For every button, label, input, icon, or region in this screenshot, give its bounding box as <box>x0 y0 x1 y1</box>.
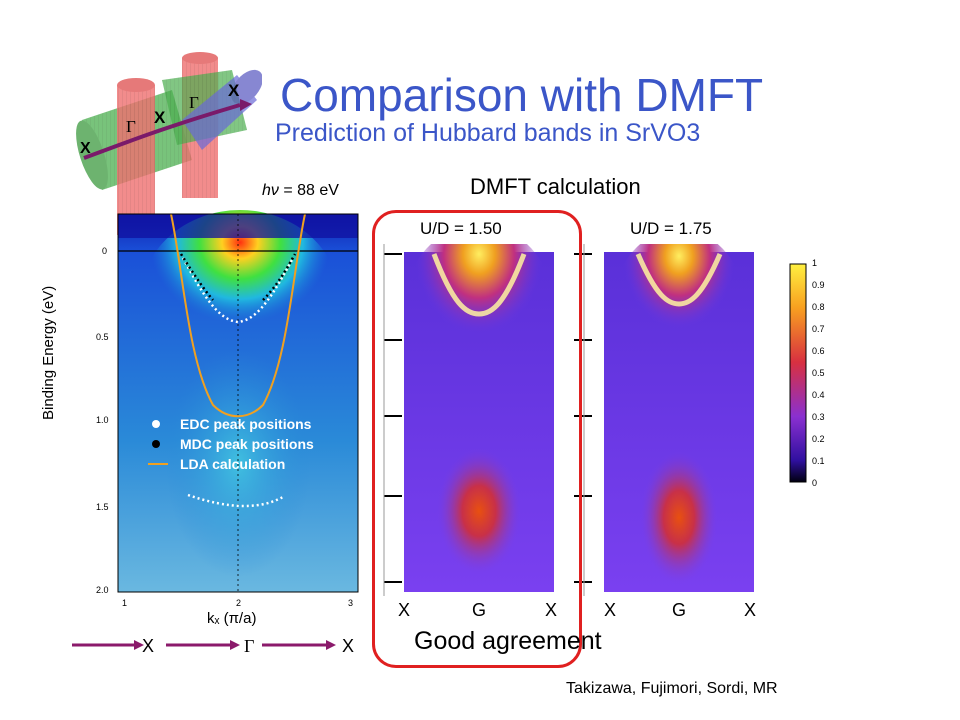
x-tick-2: 2 <box>236 598 242 608</box>
k-path-arrows <box>72 640 336 650</box>
path-label-x2: X <box>342 636 355 656</box>
edc-peak-positions <box>181 257 295 324</box>
mdc-peak-positions <box>179 253 297 301</box>
cbar-tick: 0.8 <box>812 302 825 312</box>
dmft1-k-x1: X <box>398 600 411 620</box>
photon-energy-label: hν = 88 eV <box>262 182 339 199</box>
cbar-tick: 0.6 <box>812 346 825 356</box>
cbar-tick: 0.3 <box>812 412 825 422</box>
cbar-tick: 0 <box>812 478 818 488</box>
cbar-tick: 0.7 <box>812 324 825 334</box>
slide-title: Comparison with DMFT <box>280 69 764 121</box>
k-path-arrow <box>83 103 241 160</box>
dmft2-k-g: G <box>672 600 687 620</box>
arpes-plot <box>117 210 359 593</box>
cbar-tick: 0.2 <box>812 434 825 444</box>
red-cylinder-left <box>117 78 155 235</box>
arpes-intensity-hotspot <box>140 210 340 390</box>
path-label-gamma: Γ <box>244 636 255 656</box>
cbar-tick: 0.5 <box>812 368 825 378</box>
y-tick-2-0: 2.0 <box>96 585 109 595</box>
legend-mdc: MDC peak positions <box>180 436 314 452</box>
edc-peak-positions-hubbard <box>187 493 284 508</box>
legend-lda: LDA calculation <box>180 456 286 472</box>
dmft2-k-x1: X <box>604 600 617 620</box>
dmft-title: DMFT calculation <box>470 174 641 199</box>
colorbar-ticks: 1 0.9 0.8 0.7 0.6 0.5 0.4 0.3 0.2 0.1 0 <box>812 258 832 488</box>
cbar-tick: 0.9 <box>812 280 825 290</box>
dmft-map-u175 <box>604 244 754 592</box>
y-tick-0-5: 0.5 <box>96 332 109 342</box>
y-tick-1-0: 1.0 <box>96 415 109 425</box>
slide-subtitle: Prediction of Hubbard bands in SrVO3 <box>275 119 701 147</box>
logo-label-gamma2: Γ <box>189 93 199 112</box>
dmft-spectra <box>383 244 754 596</box>
y-tick-1-5: 1.5 <box>96 502 109 512</box>
highlight-box-u150 <box>372 210 582 668</box>
credit-line: Takizawa, Fujimori, Sordi, MR <box>566 680 778 697</box>
cbar-tick: 0.1 <box>812 456 825 466</box>
cbar-tick: 0.4 <box>812 390 825 400</box>
dmft-map-u150 <box>399 244 559 592</box>
y-axis-label: Binding Energy (eV) <box>40 285 57 420</box>
brillouin-zone-logo: X Γ X Γ X <box>76 52 262 235</box>
logo-label-x2: X <box>154 108 166 127</box>
path-label-x1: X <box>142 636 155 656</box>
logo-label-x1: X <box>80 140 91 157</box>
logo-label-x3: X <box>228 81 240 100</box>
cbar-tick: 1 <box>812 258 818 268</box>
dmft1-k-x2: X <box>545 600 558 620</box>
colorbar <box>789 263 807 483</box>
dmft1-k-g: G <box>472 600 487 620</box>
logo-label-gamma1: Γ <box>126 117 136 136</box>
panel-label-u175: U/D = 1.75 <box>630 219 712 238</box>
x-axis-label: kₓ (π/a) <box>207 610 257 627</box>
x-tick-3: 3 <box>348 598 354 608</box>
panel-label-u150: U/D = 1.50 <box>420 219 502 238</box>
dmft2-k-x2: X <box>744 600 757 620</box>
legend-edc: EDC peak positions <box>180 416 312 432</box>
y-tick-0: 0 <box>102 246 108 256</box>
lda-calculation-curve <box>170 213 306 418</box>
x-tick-1: 1 <box>122 598 128 608</box>
conclusion-text: Good agreement <box>414 627 602 655</box>
